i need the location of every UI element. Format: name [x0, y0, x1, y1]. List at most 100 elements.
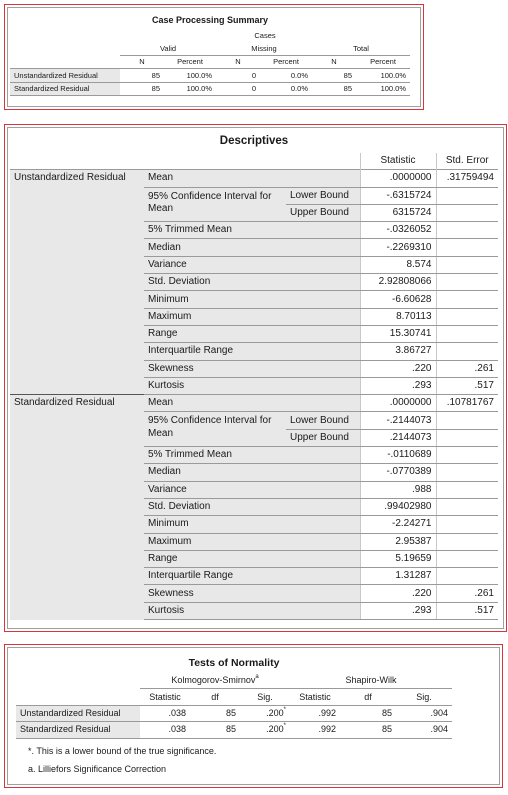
cell: 100.0% [186, 70, 212, 80]
std-error-cell [435, 187, 498, 205]
std-error-cell [435, 238, 498, 257]
table-row: Unstandardized Residual 85 100.0% 0 0.0%… [10, 68, 410, 83]
table-row: Minimum -2.24271 [10, 515, 498, 534]
std-error-cell [435, 429, 498, 448]
col-percent: Percent [370, 57, 396, 67]
cell: 85 [381, 707, 392, 718]
cell: 100.0% [380, 70, 406, 80]
sig-value: .200 [266, 707, 284, 718]
statistic-cell: 8.574 [359, 256, 436, 275]
std-error-cell [435, 515, 498, 534]
statistic-cell: 6315724 [359, 204, 436, 223]
cell: .038 [168, 707, 186, 718]
table-row: Range 15.30741 [10, 325, 498, 344]
std-error-cell [435, 533, 498, 551]
std-error-cell [435, 325, 498, 344]
table-row: Unstandardized Residual Mean .0000000.3175… [10, 169, 498, 395]
col-df: df [364, 691, 372, 702]
total-header: Total [312, 42, 410, 56]
descriptives-table: Descriptives Statistic Std. Error Unstan… [10, 131, 498, 621]
row-label: Kurtosis [144, 377, 360, 396]
statistic-cell: .2144073 [359, 429, 436, 448]
std-error-cell: .517 [435, 602, 498, 621]
row-label: Maximum [144, 308, 360, 326]
statistic-cell: .988 [359, 481, 436, 499]
row-label: Unstandardized Residual [10, 68, 120, 83]
row-label: Mean [144, 169, 360, 188]
table-row: Kurtosis .293.517 [10, 377, 498, 396]
row-label: Skewness [144, 360, 360, 378]
col-n: N [235, 57, 241, 67]
col-percent: Percent [273, 57, 299, 67]
table-row: Skewness .220.261 [10, 360, 498, 378]
cell: 85 [151, 70, 160, 80]
statistic-cell: -.0770389 [359, 463, 436, 482]
statistic-cell: -.6315724 [359, 187, 436, 205]
cell: 85 [225, 724, 236, 735]
table-row: 5% Trimmed Mean -.0326052 [10, 221, 498, 240]
std-error-cell: .31759494 [435, 169, 498, 188]
cell: .904 [430, 724, 448, 735]
std-error-cell [435, 308, 498, 326]
cell: 85 [151, 84, 160, 93]
ci-upper-label: Upper Bound [286, 204, 360, 223]
row-label: Standardized Residual [16, 721, 140, 739]
cell: .200* [240, 705, 290, 721]
group-label: Unstandardized Residual [10, 169, 144, 395]
statistic-cell: .293 [359, 602, 436, 621]
statistic-cell: -.0110689 [359, 446, 436, 465]
normality-frame [7, 647, 500, 785]
cell: 85 [343, 84, 352, 93]
row-label: Interquartile Range [144, 567, 360, 586]
footnote-lower-bound: *. This is a lower bound of the true sig… [28, 746, 217, 756]
statistic-cell: .293 [359, 377, 436, 396]
std-error-cell [435, 256, 498, 275]
table-row: Unstandardized Residual .038 85 .200* .9… [16, 705, 452, 722]
table-row: Range 5.19659 [10, 550, 498, 569]
row-label: Range [144, 550, 360, 569]
ci-lower-label: Lower Bound [286, 411, 360, 430]
col-percent: Percent [177, 57, 203, 67]
row-label: Mean [144, 394, 360, 413]
row-label: Maximum [144, 533, 360, 551]
statistic-cell: 8.70113 [359, 308, 436, 326]
cell: .992 [318, 707, 336, 718]
ci-label: 95% Confidence Interval for Mean [144, 411, 286, 448]
statistic-cell: .0000000 [359, 394, 436, 413]
ks-label: Kolmogorov-Smirnov [171, 675, 256, 686]
statistic-cell: 15.30741 [359, 325, 436, 344]
cell: .904 [430, 707, 448, 718]
table-row: Minimum -6.60628 [10, 290, 498, 309]
statistic-cell: -.2269310 [359, 238, 436, 257]
case-processing-title: Case Processing Summary [151, 14, 269, 25]
table-row: Interquartile Range 3.86727 [10, 342, 498, 361]
statistic-cell: 2.95387 [359, 533, 436, 551]
cell: 100.0% [186, 84, 212, 93]
table-row: Variance .988 [10, 481, 498, 499]
row-label: Interquartile Range [144, 342, 360, 361]
cases-header: Cases [254, 31, 276, 41]
std-error-cell [435, 204, 498, 223]
ci-upper-label: Upper Bound [286, 429, 360, 448]
std-error-cell: .261 [435, 584, 498, 603]
row-label: Median [144, 463, 360, 482]
table-row: Standardized Residual .038 85 .200* .992… [16, 721, 452, 739]
col-n: N [139, 57, 145, 67]
statistic-cell: .99402980 [359, 498, 436, 517]
std-error-cell [435, 290, 498, 309]
ks-footnote-marker: a [255, 674, 259, 681]
table-row: Upper Bound 6315724 [10, 204, 498, 223]
sig-footnote-marker: * [283, 723, 286, 730]
ci-lower-label: Lower Bound [286, 187, 360, 205]
col-statistic: Statistic [299, 691, 331, 702]
table-row: Interquartile Range 1.31287 [10, 567, 498, 586]
statistic-cell: .220 [359, 584, 436, 603]
table-row: Maximum 8.70113 [10, 308, 498, 326]
cell: 0.0% [290, 84, 308, 93]
cell: 0 [251, 84, 256, 93]
row-label: 5% Trimmed Mean [144, 446, 360, 465]
col-n: N [331, 57, 337, 67]
cell: 85 [343, 70, 352, 80]
table-row: Std. Deviation 2.92808066 [10, 273, 498, 292]
valid-header: Valid [120, 42, 216, 56]
